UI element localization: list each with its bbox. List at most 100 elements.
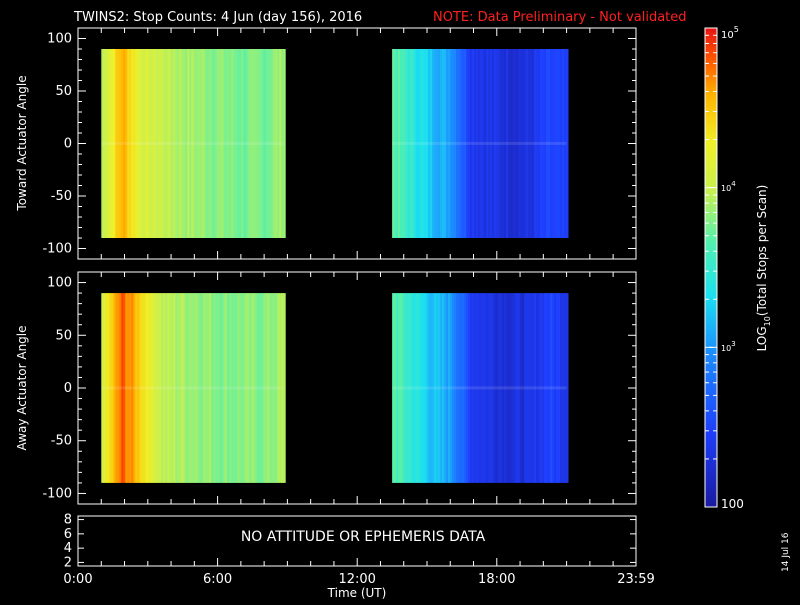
away-count-column [554,293,557,483]
away-count-column [458,293,461,483]
away-count-column [418,293,421,483]
away-count-column [137,293,140,483]
away-count-column [195,293,198,483]
away-count-column [474,293,477,483]
toward-count-column [414,49,417,238]
toward-count-column [175,49,178,238]
away-count-column [532,293,535,483]
away-count-column [544,293,547,483]
time-tick-label: 0:00 [63,572,92,587]
time-axis: 0:00 6:00 12:00 18:00 23:59 [63,572,654,587]
toward-count-column [167,49,170,238]
toward-panel-ticks: -100 -50 0 50 100 [42,28,637,259]
toward-count-column [267,49,270,238]
away-count-column [191,293,194,483]
away-zero-band [101,386,284,390]
toward-count-column [436,49,439,238]
away-count-column [161,293,164,483]
toward-count-column [438,49,441,238]
toward-count-column [203,49,206,238]
toward-count-column [217,49,220,238]
toward-count-column [137,49,140,238]
away-count-column [448,293,451,483]
toward-count-column [205,49,208,238]
away-count-column [245,293,248,483]
toward-count-column [504,49,507,238]
away-count-column [488,293,491,483]
toward-count-column [450,49,453,238]
y-tick-label: 100 [47,276,72,291]
away-count-column [207,293,210,483]
away-count-column [454,293,457,483]
toward-count-column [231,49,234,238]
toward-count-column [113,49,116,238]
away-count-column [534,293,537,483]
time-axis-label: Time (UT) [327,586,387,600]
away-count-column [398,293,401,483]
toward-count-column [426,49,429,238]
toward-count-column [460,49,463,238]
away-count-column [193,293,196,483]
toward-count-column [462,49,465,238]
away-count-column [470,293,473,483]
toward-count-column [195,49,198,238]
toward-count-column [406,49,409,238]
toward-count-column [554,49,557,238]
toward-count-column [279,49,282,238]
away-count-column [273,293,276,483]
away-count-column [165,293,168,483]
away-count-column [279,293,282,483]
toward-count-column [442,49,445,238]
away-count-column [209,293,212,483]
toward-count-column [508,49,511,238]
away-count-column [536,293,539,483]
away-count-column [524,293,527,483]
away-count-column [394,293,397,483]
toward-count-column [428,49,431,238]
toward-count-column [482,49,485,238]
toward-count-column [550,49,553,238]
toward-count-column [454,49,457,238]
away-count-column [478,293,481,483]
toward-count-column [265,49,268,238]
away-count-column [159,293,162,483]
away-count-column [225,293,228,483]
away-count-column [145,293,148,483]
away-count-column [243,293,246,483]
away-count-column [271,293,274,483]
toward-count-column [177,49,180,238]
toward-count-column [145,49,148,238]
time-tick-label: 23:59 [617,572,654,587]
toward-count-column [173,49,176,238]
away-count-column [135,293,138,483]
toward-count-column [275,49,278,238]
away-count-column [490,293,493,483]
toward-count-column [528,49,531,238]
away-count-column [179,293,182,483]
colorbar-title: LOG10(Total Stops per Scan) [755,185,772,352]
away-count-column [438,293,441,483]
toward-count-column [566,49,569,238]
toward-count-column [193,49,196,238]
toward-count-column [518,49,521,238]
away-count-column [492,293,495,483]
away-angle-heatmap [101,293,569,483]
away-count-column [432,293,435,483]
toward-count-column [141,49,144,238]
away-count-column [163,293,166,483]
toward-count-column [478,49,481,238]
toward-count-column [418,49,421,238]
away-count-column [233,293,236,483]
toward-count-column [143,49,146,238]
away-count-column [215,293,218,483]
toward-count-column [530,49,533,238]
away-count-column [257,293,260,483]
away-count-column [508,293,511,483]
toward-count-column [163,49,166,238]
colorbar-ticks [705,34,717,508]
away-count-column [149,293,152,483]
toward-count-column [179,49,182,238]
away-count-column [450,293,453,483]
toward-count-column [536,49,539,238]
